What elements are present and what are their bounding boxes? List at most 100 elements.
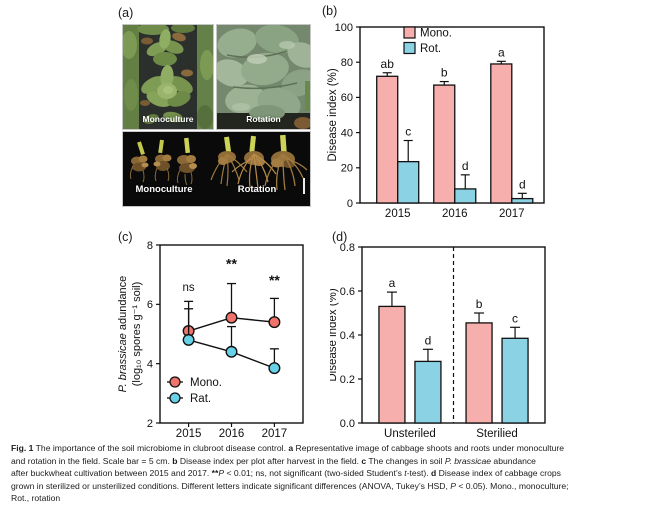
ellipse-shape: [247, 54, 267, 64]
significance-annotation: **: [269, 272, 280, 288]
y-tick-label: 0.0: [340, 418, 355, 430]
sig-letter: d: [519, 177, 526, 191]
bar-Rot.: [397, 160, 420, 204]
path-shape: [282, 153, 296, 187]
ellipse-shape: [143, 114, 159, 124]
roots-image: [123, 132, 310, 206]
disease-index-by-year-chart: 0 20 40 60 80 100 2015 2016 2017 ab b a c d d Mono. Rot.…: [327, 22, 545, 220]
bar-Mono.: [490, 63, 513, 204]
y-tick-label: 6: [147, 299, 153, 311]
panel-b: (b) 0 20 40 60 80 100 2015 2016 2017 ab b a c d d Mono.…: [320, 0, 662, 226]
caption-text: c: [361, 455, 367, 466]
y-tick-label: 0.8: [340, 242, 355, 254]
g-shape: [210, 153, 248, 187]
ellipse-shape: [294, 117, 310, 129]
panel-a: (a): [118, 4, 318, 216]
g-shape: [153, 139, 172, 182]
caption-text: **: [211, 468, 219, 478]
ellipse-shape: [163, 86, 173, 94]
legend-marker: [169, 392, 181, 404]
caption-text: grown in sterilized or unsterilized cond…: [11, 480, 451, 491]
caption-text: < 0.05). Mono., monoculture;: [456, 480, 569, 491]
caption-text: P. brassicae: [444, 455, 492, 466]
ellipse-shape: [140, 100, 150, 106]
x-tick-label: 2017: [262, 428, 288, 440]
g-shape: [210, 136, 248, 187]
path-shape: [220, 153, 228, 185]
caption-text: Representative image of cabbage shoots a…: [293, 443, 565, 453]
caption-text: The importance of the soil microbiome in…: [33, 443, 289, 453]
path-shape: [176, 169, 193, 186]
rect-shape: [184, 137, 191, 154]
g-shape: [264, 153, 308, 191]
rect-shape: [305, 81, 310, 111]
data-point-Rat.: [182, 333, 195, 346]
y-tick-label: 0.2: [340, 374, 355, 386]
y-tick-label: 40: [341, 127, 353, 139]
ellipse-shape: [163, 111, 183, 123]
significance-annotation: ns: [183, 282, 195, 294]
ellipse-shape: [123, 31, 137, 59]
panel-a-label: (a): [118, 6, 134, 20]
cabbage-plant-upper: [141, 29, 186, 66]
data-point-Mono.: [268, 316, 281, 329]
path-shape: [282, 153, 286, 191]
x-tick-label: 2016: [442, 208, 468, 220]
bar-Mono.: [433, 84, 456, 204]
path-shape: [253, 153, 259, 189]
caption-text: < 0.01; ns, not significant (two-sided S…: [224, 468, 405, 478]
bar-Mono.: [378, 305, 406, 424]
caption-text: The changes in soil: [366, 455, 445, 466]
scale-bar: [303, 178, 305, 194]
rotation-roots: [210, 134, 308, 191]
caption-text: -test).: [406, 468, 432, 478]
path-shape: [282, 153, 304, 179]
x-tick-label: 2015: [385, 208, 411, 220]
photo-label-rotation-roots: Rotation: [237, 184, 277, 195]
g-shape: [264, 134, 308, 191]
bar-Mono.: [376, 75, 399, 204]
ellipse-shape: [197, 105, 213, 129]
sig-letter: a: [389, 276, 396, 290]
caption-text: P: [450, 480, 457, 491]
ellipse-shape: [181, 69, 193, 77]
bar-Rot.: [501, 337, 529, 424]
panel-c-label: (c): [118, 230, 133, 244]
legend-swatch: [403, 26, 416, 39]
g-shape: [231, 153, 277, 189]
caption-line: Rot., rotation: [11, 492, 655, 505]
ellipse-shape: [138, 155, 148, 163]
rect-shape: [224, 136, 232, 153]
path-shape: [129, 165, 145, 183]
ellipse-shape: [159, 29, 171, 49]
significance-annotation: **: [226, 256, 237, 272]
ellipse-shape: [171, 25, 195, 33]
y-tick-label: 80: [341, 57, 353, 69]
caption-text: Rot., rotation: [11, 493, 61, 503]
caption-text: t: [404, 468, 407, 478]
path-shape: [264, 153, 284, 187]
tspan-shape: adundance: [117, 276, 129, 334]
bar-Rot.: [454, 188, 477, 204]
g-shape: [231, 135, 277, 189]
ellipse-shape: [124, 79, 138, 111]
data-point-Mono.: [225, 311, 238, 324]
caption-text: P: [218, 468, 225, 478]
path-shape: [253, 153, 277, 175]
path-shape: [232, 82, 298, 90]
path-shape: [210, 153, 228, 181]
figure-caption: Fig. 1 The importance of the soil microb…: [11, 442, 655, 505]
rect-shape: [280, 134, 287, 153]
pbrassicae-abundance-chart: 2 4 6 8 2015 2016 2017 ns ** ** Mono. Rat. P. brassi…: [117, 240, 304, 440]
ellipse-shape: [249, 105, 285, 121]
panel-d: (d) 0.0 0.2 0.4 0.6 0.8 Unsteriled Sterilied a b…: [327, 226, 662, 442]
path-shape: [226, 153, 229, 187]
ellipse-shape: [287, 42, 310, 68]
data-point-Rat.: [225, 345, 238, 358]
bar-Rot.: [511, 197, 534, 204]
g-shape: [129, 141, 149, 183]
path-shape: [248, 153, 255, 189]
caption-text: and rotation in the field. Scale bar = 5…: [11, 455, 173, 466]
ellipse-shape: [217, 28, 257, 58]
